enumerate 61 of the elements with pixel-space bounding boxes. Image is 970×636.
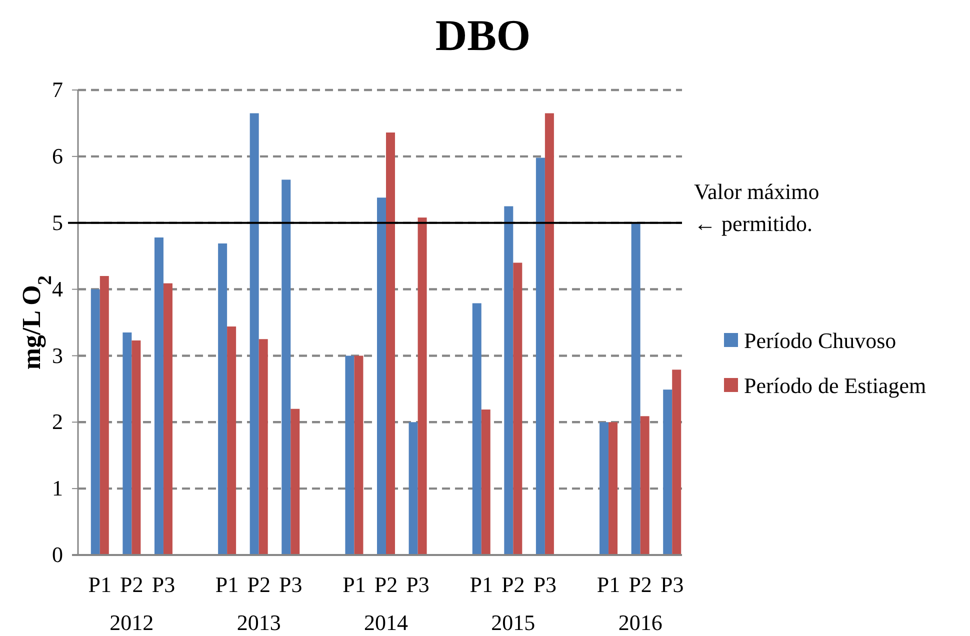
x-tick-label: P2 [374,572,398,597]
x-tick-label: P2 [247,572,270,597]
text: 2012 [110,610,154,635]
bar [386,132,395,555]
y-tick-label: 3 [52,342,63,368]
y-tick-label: 2 [52,409,63,434]
bar [282,180,291,555]
bar [418,218,427,555]
bar [354,356,364,555]
bar [122,332,132,555]
bar [218,243,228,555]
bar [132,340,141,555]
bar [600,422,609,555]
x-tick-label: P1 [596,572,620,597]
y-tick-label: 7 [52,77,63,102]
x-tick-label: P1 [342,572,366,597]
bar [345,356,354,555]
bar [100,276,109,555]
bar [481,410,490,555]
text: 2015 [491,610,536,635]
legend-label: Período de Estiagem [744,373,926,398]
x-tick-label: P1 [88,572,112,597]
bar [227,326,236,555]
x-tick-label: P2 [628,572,652,597]
bar [90,289,100,555]
bar [608,422,618,555]
y-tick-label: 6 [52,143,63,168]
x-tick-label: P3 [279,572,302,597]
x-tick-label: P2 [502,572,525,597]
bar [408,422,418,555]
legend-label: Período Chuvoso [744,328,896,353]
text: 2016 [618,610,662,635]
bar [258,339,268,555]
bar [290,408,300,555]
x-tick-label: P3 [533,572,557,597]
y-tick-label: 1 [52,476,63,501]
bar [513,262,522,555]
bar [631,222,640,555]
bar [640,416,650,555]
bar [154,237,164,555]
bar [163,283,172,555]
x-tick-label: P3 [152,572,176,597]
bar [504,206,514,555]
bar [250,113,259,555]
bar [544,113,554,555]
y-tick-label: 5 [52,210,63,235]
bar [663,390,672,555]
bar [536,158,545,555]
x-tick-label: P2 [120,572,144,597]
text: 2013 [236,610,281,635]
x-tick-label: P1 [470,572,493,597]
bar [377,198,386,555]
x-tick-label: P3 [406,572,430,597]
bar [472,303,482,555]
ref-line-label: Valor máximo ← permitido. [694,178,820,236]
x-tick-label: P1 [215,572,239,597]
x-tick-label: P3 [660,572,684,597]
bar [672,370,682,555]
y-tick-label: 0 [52,542,63,568]
text: 2014 [364,610,408,635]
chart-title: DBO [435,11,531,60]
